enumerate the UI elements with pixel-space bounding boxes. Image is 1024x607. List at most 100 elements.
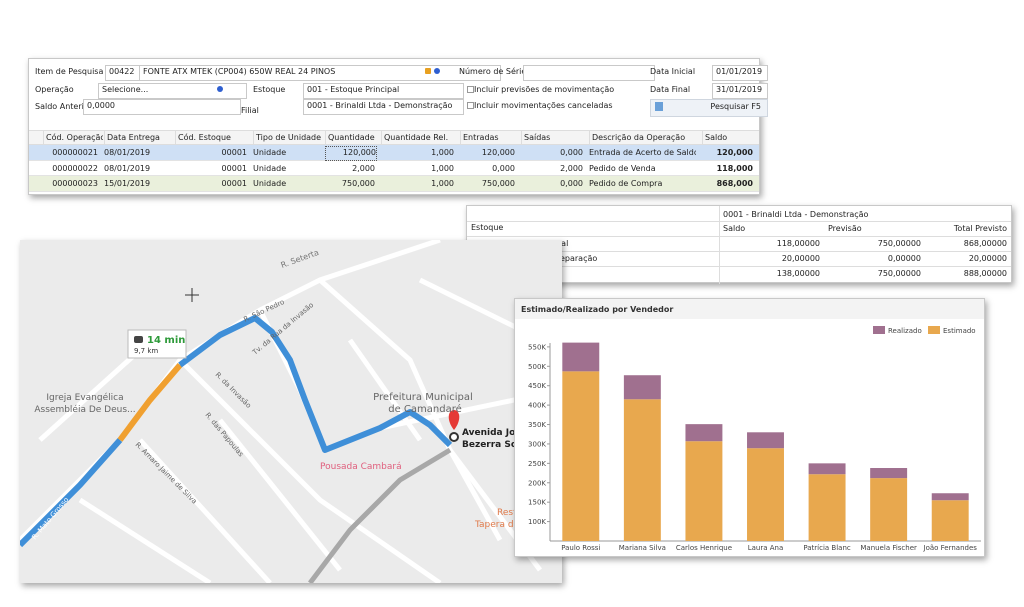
route-callout [127, 329, 187, 359]
grid-cell: Unidade [253, 179, 287, 188]
input-field[interactable] [523, 65, 655, 81]
y-tick-label: 350K [528, 421, 546, 429]
icon [217, 86, 223, 92]
input-field[interactable]: 01/01/2019 [712, 65, 768, 81]
input-field[interactable]: 31/01/2019 [712, 83, 768, 99]
input-field[interactable]: 0,0000 [83, 99, 241, 115]
x-tick-label: João Fernandes [923, 544, 978, 552]
pivot-value: 888,00000 [963, 269, 1007, 278]
grid-cell: 118,000 [716, 163, 753, 173]
bar-segment [870, 478, 908, 541]
grid-row [29, 176, 759, 192]
y-tick-label: 200K [528, 479, 546, 487]
bar-segment [685, 441, 723, 541]
column-header: Data Entrega [104, 131, 174, 144]
pivot-line [467, 266, 1011, 267]
y-tick-label: 450K [528, 382, 546, 390]
map-label: Bezerra Sob [462, 440, 524, 450]
grid-cell: Unidade [253, 148, 287, 157]
x-tick-label: Paulo Rossi [561, 544, 600, 552]
row-indicator [33, 148, 39, 157]
road [138, 438, 272, 583]
field-label: Número de Série [459, 67, 523, 76]
x-tick-label: Carlos Henrique [676, 544, 732, 552]
grid-row [29, 145, 759, 161]
bar-segment [623, 399, 661, 541]
road [218, 418, 342, 572]
y-tick-label: 300K [528, 440, 546, 448]
pivot-value: 20,00000 [968, 254, 1007, 263]
y-tick-label: 500K [528, 363, 546, 371]
grid-cell: 000000023 [52, 179, 98, 188]
bar-segment [562, 342, 600, 372]
x-tick-label: Patrícia Blanc [803, 544, 851, 552]
route-distance: 9,7 km [134, 347, 158, 355]
map-label: Assembléia De Deus... [34, 404, 135, 415]
field-label: Filial [241, 106, 259, 115]
pivot-group-header: 0001 - Brinaldi Ltda - Demonstração [723, 210, 869, 219]
input-field[interactable]: 0001 - Brinaldi Ltda - Demonstração [303, 99, 464, 115]
input-field[interactable]: FONTE ATX MTEK (CP004) 650W REAL 24 PINO… [139, 65, 501, 81]
pivot-column-header: Saldo [723, 224, 746, 233]
y-tick-label: 100K [528, 518, 546, 526]
bar-segment [562, 371, 600, 541]
column-header: Descrição da Operação [589, 131, 701, 144]
y-tick-label: 400K [528, 402, 546, 410]
checkbox-box[interactable] [467, 102, 474, 109]
pivot-line [467, 251, 1011, 252]
input-field[interactable]: 001 - Estoque Principal [303, 83, 464, 99]
grid-cell: 750,000 [341, 179, 375, 188]
chart-panel: Estimado/Realizado por Vendedor 100K 150K 2… [514, 298, 985, 557]
grid-cell: Pedido de Compra [589, 179, 663, 188]
legend-label: Realizado [888, 327, 922, 335]
field-label: Estoque [253, 85, 286, 94]
field-label: Data Final [650, 85, 691, 94]
grid-cell: 1,000 [431, 148, 454, 157]
search-button[interactable]: Pesquisar F5 [650, 99, 768, 117]
pivot-value: 118,00000 [776, 239, 820, 248]
road [78, 497, 212, 583]
grid-cell: 0,000 [560, 148, 583, 157]
grid-cell: 750,000 [481, 179, 515, 188]
map-label: de Camandaré [388, 403, 462, 415]
column-header: Cód. Operação [43, 131, 103, 144]
road [178, 358, 442, 583]
field-label: Data Inicial [650, 67, 696, 76]
grid-cell: 2,000 [352, 163, 375, 173]
y-tick-label: 150K [528, 499, 546, 507]
checkbox[interactable]: Incluir movimentações canceladas [474, 101, 613, 110]
checkbox[interactable]: Incluir previsões de movimentação [474, 85, 615, 94]
grid-cell: 120,000 [325, 146, 377, 161]
grid-cell: 08/01/2019 [104, 163, 151, 173]
map-label: Avenida José [462, 427, 527, 438]
grid-cell: 1,000 [431, 179, 454, 188]
grid-cell: 868,000 [716, 179, 753, 188]
pivot-value: 750,00000 [877, 239, 921, 248]
map-label: Pousada Cambará [320, 462, 402, 472]
column-header: Quantidade Rel. [381, 131, 459, 144]
chart-title-bar [515, 299, 984, 319]
column-header: Tipo de Unidade [253, 131, 324, 144]
column-header: Quantidade [325, 131, 380, 144]
bar-segment [685, 424, 723, 442]
legend-label: Estimado [943, 327, 976, 335]
pivot-value: 0,00000 [887, 254, 921, 263]
x-tick-label: Mariana Silva [619, 544, 666, 552]
grid-cell: Unidade [253, 163, 287, 173]
pivot-value: 750,00000 [877, 269, 921, 278]
column-header: Saldo [702, 131, 758, 144]
grid-cell: 00001 [221, 163, 247, 173]
icon [655, 102, 663, 111]
grid-cell: 120,000 [481, 148, 515, 157]
input-field[interactable]: Selecione... [98, 83, 247, 99]
y-tick-label: 250K [528, 460, 546, 468]
bar-segment [931, 493, 969, 501]
destination-pin [448, 410, 460, 430]
checkbox-box[interactable] [467, 86, 474, 93]
map-label: Rest [497, 508, 517, 518]
grid-cell: 08/01/2019 [104, 148, 151, 157]
legend-swatch [873, 326, 885, 334]
grid-header-bg [29, 130, 759, 145]
map-label: Igreja Evangélica [46, 392, 123, 403]
route [20, 438, 123, 548]
